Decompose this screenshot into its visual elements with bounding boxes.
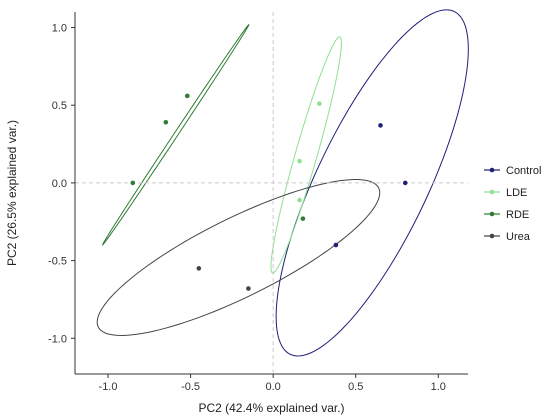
ellipse-control <box>275 9 469 357</box>
x-tick-label: -0.5 <box>181 381 200 393</box>
axes-layer: -1.0 -0.5 0.0 0.5 1.0 -1.0 -0.5 0.0 0.5 1.0 <box>48 12 468 393</box>
data-point-control <box>402 180 408 186</box>
data-point-lde <box>317 101 322 106</box>
y-tick-label: -0.5 <box>48 256 67 268</box>
data-point-urea <box>196 266 202 271</box>
x-tick-label: -1.0 <box>99 381 118 393</box>
y-tick-label: 1.0 <box>52 23 67 35</box>
data-point-rde <box>184 93 190 99</box>
reference-line-layer <box>75 12 468 374</box>
y-tick-label: 0.0 <box>52 178 67 190</box>
data-point-rde <box>130 180 136 186</box>
y-tick-label: -1.0 <box>48 333 67 345</box>
y-axis-title: PC2 (26.5% explained var.) <box>5 120 19 266</box>
ellipse-urea <box>96 179 381 336</box>
data-point-rde <box>300 216 306 221</box>
legend-marker-lde <box>489 189 495 195</box>
legend-marker-rde <box>489 211 495 217</box>
legend-label-lde: LDE <box>506 187 527 199</box>
ellipse-layer <box>96 9 469 357</box>
legend-label-control: Control <box>506 165 541 177</box>
point-layer <box>130 93 408 291</box>
x-tick-label: 1.0 <box>431 381 446 393</box>
x-tick-label: 0.5 <box>348 381 363 393</box>
data-point-lde <box>297 197 302 203</box>
legend-marker-control <box>489 167 495 173</box>
x-tick-label: 0.0 <box>266 381 281 393</box>
legend-marker-urea <box>489 233 495 239</box>
data-point-control <box>333 242 339 248</box>
ellipse-lde <box>270 36 342 274</box>
legend: Control LDE RDE Urea <box>484 165 541 243</box>
x-axis-title: PC2 (42.4% explained var.) <box>198 401 344 415</box>
data-point-rde <box>163 120 169 125</box>
data-point-urea <box>246 286 251 291</box>
ellipse-rde <box>102 23 250 246</box>
data-point-lde <box>297 158 302 164</box>
data-point-control <box>378 123 383 128</box>
legend-label-rde: RDE <box>506 209 529 221</box>
y-tick-label: 0.5 <box>52 100 67 112</box>
legend-label-urea: Urea <box>506 231 531 243</box>
